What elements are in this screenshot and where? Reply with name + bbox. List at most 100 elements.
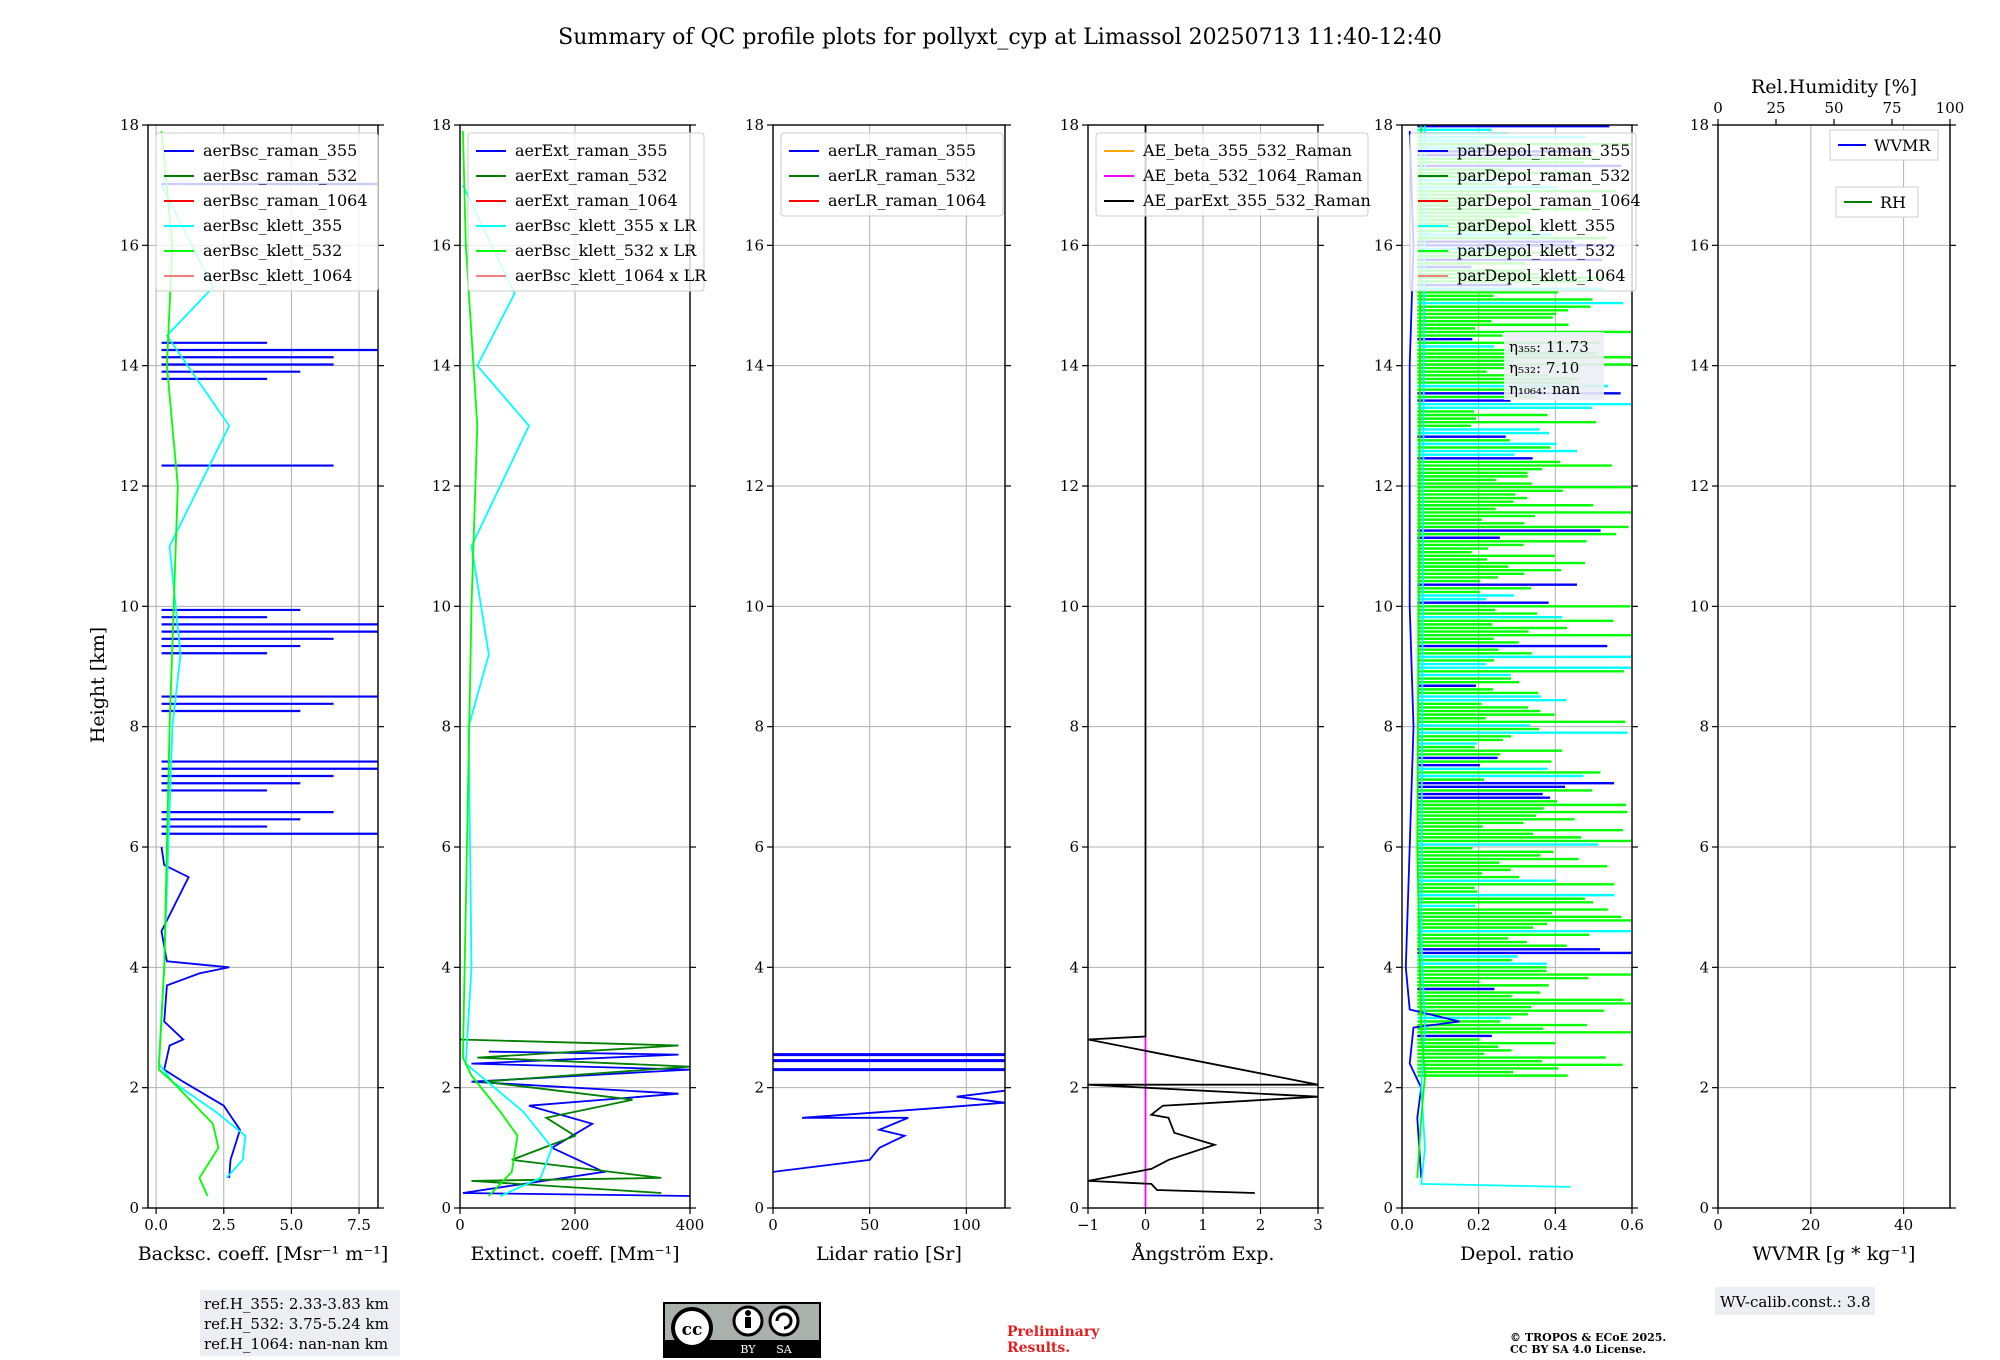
legend-label: WVMR (1874, 136, 1931, 155)
x-axis-label: Backsc. coeff. [Msr⁻¹ m⁻¹] (138, 1243, 389, 1265)
y-tick-label: 16 (1060, 236, 1079, 254)
series-AE_parExt_355_532_Raman (1088, 125, 1318, 1194)
x-axis-label: WVMR [g * kg⁻¹] (1753, 1243, 1916, 1265)
series-aerExt_raman_355 (462, 1050, 690, 1197)
legend-box (780, 132, 1004, 217)
y-tick-label: 6 (754, 838, 764, 856)
x-tick-label: 20 (1801, 1216, 1820, 1234)
x-tick-label: 50 (860, 1216, 879, 1234)
eta-text: η₅₃₂: 7.10 (1509, 359, 1579, 377)
series-aerBsc_klett_355 x LR (462, 184, 554, 1197)
eta-box: η₃₅₅: 11.73 η₅₃₂: 7.10 η₁₀₆₄: nan (1504, 332, 1604, 400)
series-parDepol_klett_355 (1420, 125, 1571, 1188)
legend-label: parDepol_raman_532 (1457, 166, 1630, 185)
axes-frame (147, 124, 379, 1209)
y-tick-label: 8 (1699, 718, 1709, 736)
y-tick-label: 12 (120, 477, 139, 495)
y-tick-label: 14 (432, 357, 451, 375)
x-tick-label: 3 (1313, 1216, 1323, 1234)
y-tick-label: 16 (1690, 236, 1709, 254)
series-aerBsc_raman_355 (160, 846, 241, 1178)
legend-label: parDepol_klett_1064 (1457, 266, 1626, 285)
legend-label: AE_beta_532_1064_Raman (1142, 166, 1362, 185)
y-tick-label: 10 (120, 597, 139, 615)
reference-height-text: ref.H_532: 3.75-5.24 km (204, 1315, 389, 1333)
plot-area-ae (1088, 125, 1318, 1208)
y-tick-label: 8 (754, 718, 764, 736)
y-tick-label: 2 (754, 1079, 764, 1097)
y-tick-label: 16 (120, 236, 139, 254)
y-tick-label: 6 (1383, 838, 1393, 856)
y-tick-label: 2 (441, 1079, 451, 1097)
axes-frame (1087, 124, 1319, 1209)
panel-depol: 0 2 4 6 8 10 12 14 16 18 0.0 0.2 0.4 0.6 Depol. ratio p… (1374, 116, 1644, 1265)
y-tick-label: 0 (1383, 1199, 1393, 1217)
x-tick-label: 0 (1141, 1216, 1151, 1234)
by-text: BY (740, 1343, 756, 1356)
y-tick-label: 0 (1069, 1199, 1079, 1217)
legend-label: aerExt_raman_1064 (515, 191, 678, 210)
legend-box (467, 132, 705, 292)
legend-label: aerBsc_raman_355 (203, 141, 357, 160)
plot-area-lr (773, 1053, 1005, 1173)
eta-text: η₁₀₆₄: nan (1509, 380, 1580, 398)
x-tick-label: 0.4 (1543, 1216, 1567, 1234)
legend-label: parDepol_klett_532 (1457, 241, 1615, 260)
x-tick-label: 0.0 (144, 1216, 168, 1234)
y-tick-label: 14 (1374, 357, 1393, 375)
y-tick-label: 10 (1374, 597, 1393, 615)
x-axis-label: Extinct. coeff. [Mm⁻¹] (470, 1243, 679, 1265)
eta-text: η₃₅₅: 11.73 (1509, 338, 1589, 356)
legend-ae: AE_beta_355_532_Raman AE_beta_532_1064_Ra… (1095, 132, 1371, 217)
y-tick-label: 0 (1699, 1199, 1709, 1217)
legend-bsc: aerBsc_raman_355 aerBsc_raman_532 aerBsc_r… (155, 132, 379, 292)
y-tick-label: 4 (1069, 958, 1079, 976)
license-line: CC BY SA 4.0 License. (1510, 1343, 1646, 1356)
y-tick-label: 12 (1374, 477, 1393, 495)
x-tick-label: 0.0 (1390, 1216, 1414, 1234)
axes-frame (772, 124, 1006, 1209)
legend-wv: WVMR RH (1829, 129, 1939, 218)
top-tick-label: 0 (1713, 99, 1723, 117)
y-tick-label: 14 (120, 357, 139, 375)
legend-label: aerExt_raman_355 (515, 141, 668, 160)
legend-ext: aerExt_raman_355 aerExt_raman_532 aerExt_r… (467, 132, 707, 292)
legend-label: AE_parExt_355_532_Raman (1142, 191, 1371, 210)
top-tick-label: 50 (1824, 99, 1843, 117)
x-tick-label: 40 (1894, 1216, 1913, 1234)
y-tick-label: 2 (1069, 1079, 1079, 1097)
y-tick-label: 14 (1060, 357, 1079, 375)
y-tick-label: 12 (432, 477, 451, 495)
y-tick-label: 18 (1060, 116, 1079, 134)
y-tick-label: 8 (129, 718, 139, 736)
panel-ext: 0 2 4 6 8 10 12 14 16 18 0 200 400 Extinct. coeff. [M… (432, 116, 707, 1265)
y-tick-label: 6 (1069, 838, 1079, 856)
annotation-box (200, 1290, 400, 1356)
y-tick-label: 12 (1690, 477, 1709, 495)
panel-lr: 0 2 4 6 8 10 12 14 16 18 0 50 100 Lidar ratio [Sr] aer… (745, 116, 1011, 1265)
y-tick-label: 4 (1699, 958, 1709, 976)
legend-lr: aerLR_raman_355 aerLR_raman_532 aerLR_rama… (780, 132, 1004, 217)
series-aerLR_raman_355 (773, 1089, 1005, 1173)
y-tick-label: 8 (1069, 718, 1079, 736)
legend-label: parDepol_raman_1064 (1457, 191, 1641, 210)
legend-label: aerLR_raman_1064 (828, 191, 986, 210)
plot-area-ext (460, 130, 690, 1197)
x-tick-label: 400 (676, 1216, 705, 1234)
legend-label: aerBsc_klett_355 x LR (515, 216, 697, 235)
series-parDepol_klett_532 (1416, 125, 1426, 1178)
y-tick-label: 8 (441, 718, 451, 736)
y-tick-label: 18 (1690, 116, 1709, 134)
y-tick-label: 10 (432, 597, 451, 615)
y-tick-label: 10 (745, 597, 764, 615)
legend-label: aerBsc_raman_532 (203, 166, 357, 185)
reference-height-box: ref.H_355: 2.33-3.83 km ref.H_532: 3.75-5… (200, 1290, 400, 1356)
y-tick-label: 18 (745, 116, 764, 134)
x-tick-label: 2 (1256, 1216, 1266, 1234)
figure-title: Summary of QC profile plots for pollyxt_… (558, 25, 1442, 50)
x-axis-label: Lidar ratio [Sr] (816, 1243, 962, 1265)
legend-label: aerExt_raman_532 (515, 166, 668, 185)
top-tick-label: 75 (1882, 99, 1901, 117)
x-tick-label: 200 (561, 1216, 590, 1234)
